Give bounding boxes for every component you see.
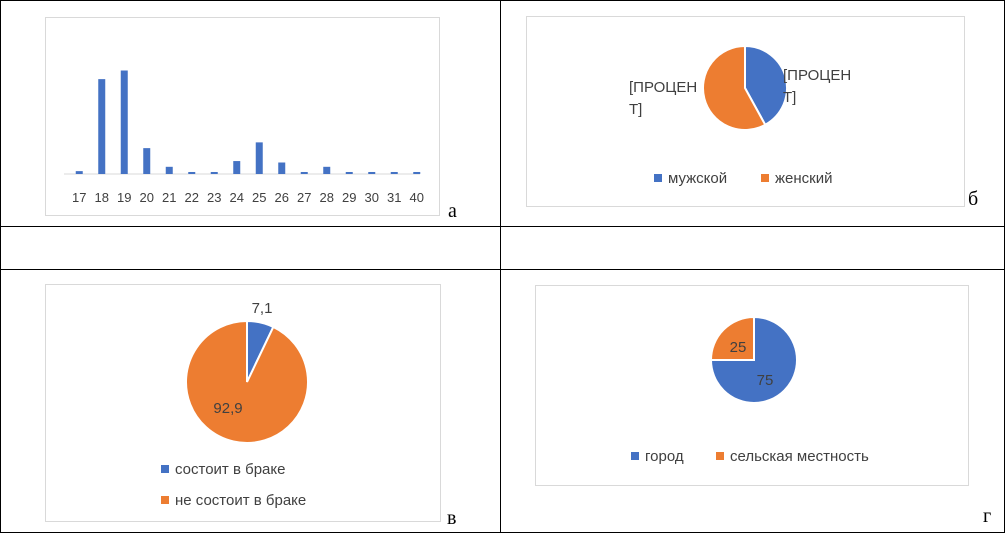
pie-slice xyxy=(709,315,755,361)
x-tick-label: 28 xyxy=(320,190,334,205)
panel-letter-d: г xyxy=(983,505,992,527)
panel-letter-c: в xyxy=(447,507,457,529)
bar-20 xyxy=(143,148,151,174)
bar-23 xyxy=(210,171,218,174)
pie-slice xyxy=(709,315,798,404)
gender-pie-chart: [ПРОЦЕН Т] [ПРОЦЕН Т] мужской женский xyxy=(629,44,851,187)
bar-30 xyxy=(368,171,376,174)
x-tick-label: 21 xyxy=(162,190,176,205)
legend-swatch xyxy=(631,452,639,460)
bar-24 xyxy=(233,161,241,174)
bar-25 xyxy=(255,142,263,174)
residence-pie-frame: 75 25 город сельская местность xyxy=(535,285,969,486)
legend-swatch xyxy=(654,174,662,182)
legend-label: мужской xyxy=(668,170,727,187)
x-tick-label: 23 xyxy=(207,190,221,205)
x-tick-label: 29 xyxy=(342,190,356,205)
x-tick-label: 30 xyxy=(365,190,379,205)
pie-data-label: 7,1 xyxy=(252,300,273,317)
legend-label: город xyxy=(645,448,684,465)
x-tick-label: 40 xyxy=(410,190,424,205)
pie-data-label: [ПРОЦЕН xyxy=(783,67,851,84)
x-tick-label: 20 xyxy=(140,190,154,205)
x-tick-label: 18 xyxy=(95,190,109,205)
bar-18 xyxy=(98,79,106,174)
gender-pie-frame: [ПРОЦЕН Т] [ПРОЦЕН Т] мужской женский xyxy=(526,16,965,207)
x-tick-label: 27 xyxy=(297,190,311,205)
bar-21 xyxy=(165,166,173,174)
bar-26 xyxy=(278,162,286,174)
x-tick-label: 19 xyxy=(117,190,131,205)
cell-spacer-left xyxy=(0,226,501,270)
bar-22 xyxy=(188,171,196,174)
x-tick-label: 24 xyxy=(230,190,244,205)
bar-31 xyxy=(390,171,398,174)
x-tick-label: 26 xyxy=(275,190,289,205)
residence-pie-chart: 75 25 город сельская местность xyxy=(631,315,869,465)
pie-slice xyxy=(702,44,767,131)
panel-letter-b: б xyxy=(968,188,979,210)
pie-data-label: 75 xyxy=(757,372,774,389)
legend-label: женский xyxy=(775,170,832,187)
bar-27 xyxy=(300,171,308,174)
pie-data-label: Т] xyxy=(629,101,642,118)
legend-label: сельская местность xyxy=(730,448,869,465)
pie-data-label: Т] xyxy=(783,89,796,106)
x-tick-label: 17 xyxy=(72,190,86,205)
marital-pie-chart: 7,1 92,9 состоит в браке не состоит в браке xyxy=(161,300,309,509)
legend-swatch xyxy=(716,452,724,460)
legend-swatch xyxy=(161,465,169,473)
panel-letter-a: а xyxy=(448,200,457,222)
bar-chart: 17 18 19 20 21 22 23 24 25 26 27 28 29 30 31 40 xyxy=(64,70,424,205)
bar-29 xyxy=(345,171,353,174)
x-tick-label: 31 xyxy=(387,190,401,205)
pie-data-label: 92,9 xyxy=(213,400,242,417)
legend-label: не состоит в браке xyxy=(175,492,306,509)
legend-swatch xyxy=(161,496,169,504)
bar-19 xyxy=(120,70,128,174)
pie-slice xyxy=(185,319,309,444)
legend-swatch xyxy=(761,174,769,182)
pie-data-label: [ПРОЦЕН xyxy=(629,79,697,96)
cell-spacer-right xyxy=(500,226,1005,270)
bar-chart-frame: 17 18 19 20 21 22 23 24 25 26 27 28 29 30 31 40 xyxy=(45,17,440,216)
x-tick-label: 25 xyxy=(252,190,266,205)
legend-label: состоит в браке xyxy=(175,461,285,478)
x-tick-label: 22 xyxy=(185,190,199,205)
pie-data-label: 25 xyxy=(730,339,747,356)
bar-28 xyxy=(323,166,331,174)
bar-40 xyxy=(413,171,421,174)
bar-17 xyxy=(75,171,83,174)
marital-pie-frame: 7,1 92,9 состоит в браке не состоит в браке xyxy=(45,284,441,522)
